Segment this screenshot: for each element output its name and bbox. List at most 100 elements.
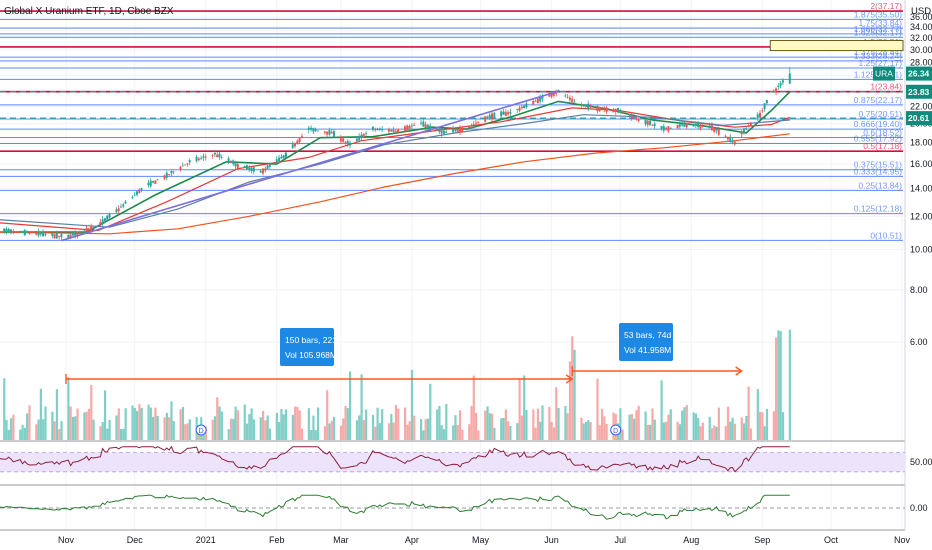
volume-bar [621, 429, 624, 440]
volume-bar [124, 408, 127, 440]
candle-body [39, 233, 42, 235]
candle-body [548, 94, 551, 97]
volume-bar [442, 429, 446, 440]
candle-body [701, 126, 704, 127]
volume-bar [74, 416, 77, 440]
candle-body [200, 157, 203, 159]
candle-body [534, 100, 537, 102]
volume-bar [491, 413, 494, 440]
candle-body [587, 103, 590, 109]
volume-bar [699, 426, 702, 440]
price-tick-label: 34.00 [910, 22, 932, 32]
volume-bar [326, 390, 329, 440]
volume-bar [777, 330, 780, 440]
volume-bar [454, 415, 457, 440]
volume-bar [637, 405, 640, 440]
volume-bar [332, 416, 336, 440]
candle-body [58, 235, 61, 237]
candle-body [296, 140, 299, 144]
volume-bar [726, 406, 730, 440]
volume-bar [220, 411, 223, 440]
price-badge [906, 66, 932, 81]
volume-bar [436, 409, 439, 440]
candle-body [758, 112, 761, 118]
candle-body [745, 127, 748, 129]
candle-body [261, 168, 264, 174]
candle-body [699, 124, 702, 129]
volume-bar [580, 417, 583, 440]
volume-bar [362, 420, 365, 440]
volume-bar [229, 418, 233, 440]
volume-bar [630, 413, 633, 440]
volume-bar [603, 416, 606, 440]
volume-bar [438, 405, 441, 440]
volume-bar [555, 387, 558, 440]
measure-badge[interactable] [280, 328, 334, 366]
price-badge-value: 20.61 [908, 113, 930, 123]
volume-bar [747, 386, 750, 440]
candle-body [184, 164, 187, 166]
time-tick-label: Feb [269, 535, 285, 545]
candle-body [468, 126, 471, 129]
fib-label: 0.875(22.17) [854, 95, 902, 105]
candle-body [85, 227, 88, 232]
fib-label: 0.375(15.51) [854, 160, 902, 170]
volume-bar [252, 419, 256, 440]
candle-body [429, 125, 432, 129]
volume-bar [213, 416, 217, 440]
price-axis[interactable]: 6.008.0010.0012.0014.0016.0018.0020.0022… [873, 12, 932, 513]
candle-body [101, 219, 104, 223]
measure-badge[interactable] [619, 323, 673, 361]
candle-body [413, 124, 416, 126]
volume-bar [42, 419, 45, 440]
time-tick-label: Oct [824, 535, 839, 545]
candle-body [387, 129, 390, 132]
fib-levels: 0(10.51) 0.125(12.18) 0.25(13.84) 0.333(14.… [0, 1, 904, 241]
candle-body [596, 106, 599, 112]
candle-body [138, 189, 141, 193]
time-axis[interactable]: Nov Dec 2021 Feb Mar Apr May Jun Jul Aug Sep Oct Nov [58, 535, 911, 545]
candle-body [788, 73, 791, 84]
volume-bar [397, 408, 400, 440]
volume-bar [740, 417, 743, 440]
candle-body [742, 128, 745, 134]
candle-body [392, 129, 395, 132]
volume-bar [243, 404, 246, 440]
candle-body [456, 129, 459, 132]
candle-body [284, 152, 287, 158]
candle-body [710, 125, 713, 131]
volume-bar [568, 361, 572, 440]
candle-body [520, 106, 523, 108]
volume-bar [328, 423, 331, 440]
candle-body [678, 124, 681, 127]
volume-bar [408, 421, 411, 440]
candle-body [339, 137, 342, 142]
volume-bar [758, 411, 762, 440]
volume-bar [745, 415, 748, 440]
dividend-label: D [199, 428, 204, 435]
volume-bar [371, 414, 375, 440]
volume-bar [5, 419, 8, 440]
volume-bar [35, 424, 38, 440]
candle-body [204, 156, 207, 158]
trend-line[interactable] [61, 90, 559, 242]
volume-bar [165, 412, 168, 440]
volume-bar [525, 409, 528, 440]
currency-label: USD [911, 6, 931, 17]
fib-label: 0(10.51) [870, 230, 902, 240]
price-tick-label: 30.00 [910, 45, 932, 55]
volume-bar [39, 388, 43, 440]
drawings[interactable]: 150 bars, 221d Vol 105.968M 53 bars, 74d Vo… [61, 90, 743, 384]
candle-body [605, 107, 608, 113]
candle-body [71, 233, 74, 236]
time-tick-label: May [472, 535, 490, 545]
candle-body [10, 229, 13, 234]
moving-average-long [0, 133, 790, 235]
volume-bar [365, 409, 368, 440]
volume-bar [694, 413, 698, 440]
candle-body [516, 109, 519, 110]
volume-bar [282, 414, 285, 440]
candle-body [733, 141, 736, 145]
volume-bar [26, 413, 29, 440]
